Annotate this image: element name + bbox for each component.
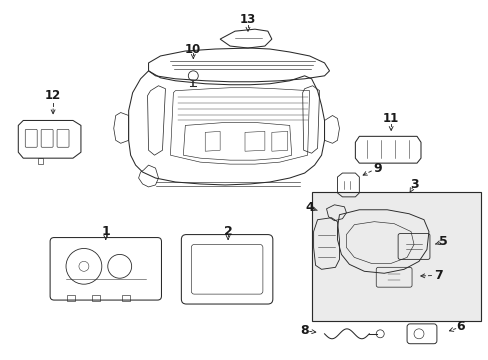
Text: 12: 12 — [45, 89, 61, 102]
Text: 9: 9 — [372, 162, 381, 175]
Text: 3: 3 — [409, 179, 418, 192]
Text: 7: 7 — [434, 269, 442, 282]
FancyBboxPatch shape — [311, 192, 480, 321]
Text: 6: 6 — [455, 320, 464, 333]
Text: 1: 1 — [101, 225, 110, 238]
Text: 5: 5 — [439, 235, 447, 248]
Text: 13: 13 — [240, 13, 256, 26]
Text: 2: 2 — [224, 225, 232, 238]
Text: 8: 8 — [300, 324, 308, 337]
Text: 11: 11 — [382, 112, 399, 125]
Text: 10: 10 — [185, 42, 201, 55]
Text: 4: 4 — [305, 201, 313, 214]
